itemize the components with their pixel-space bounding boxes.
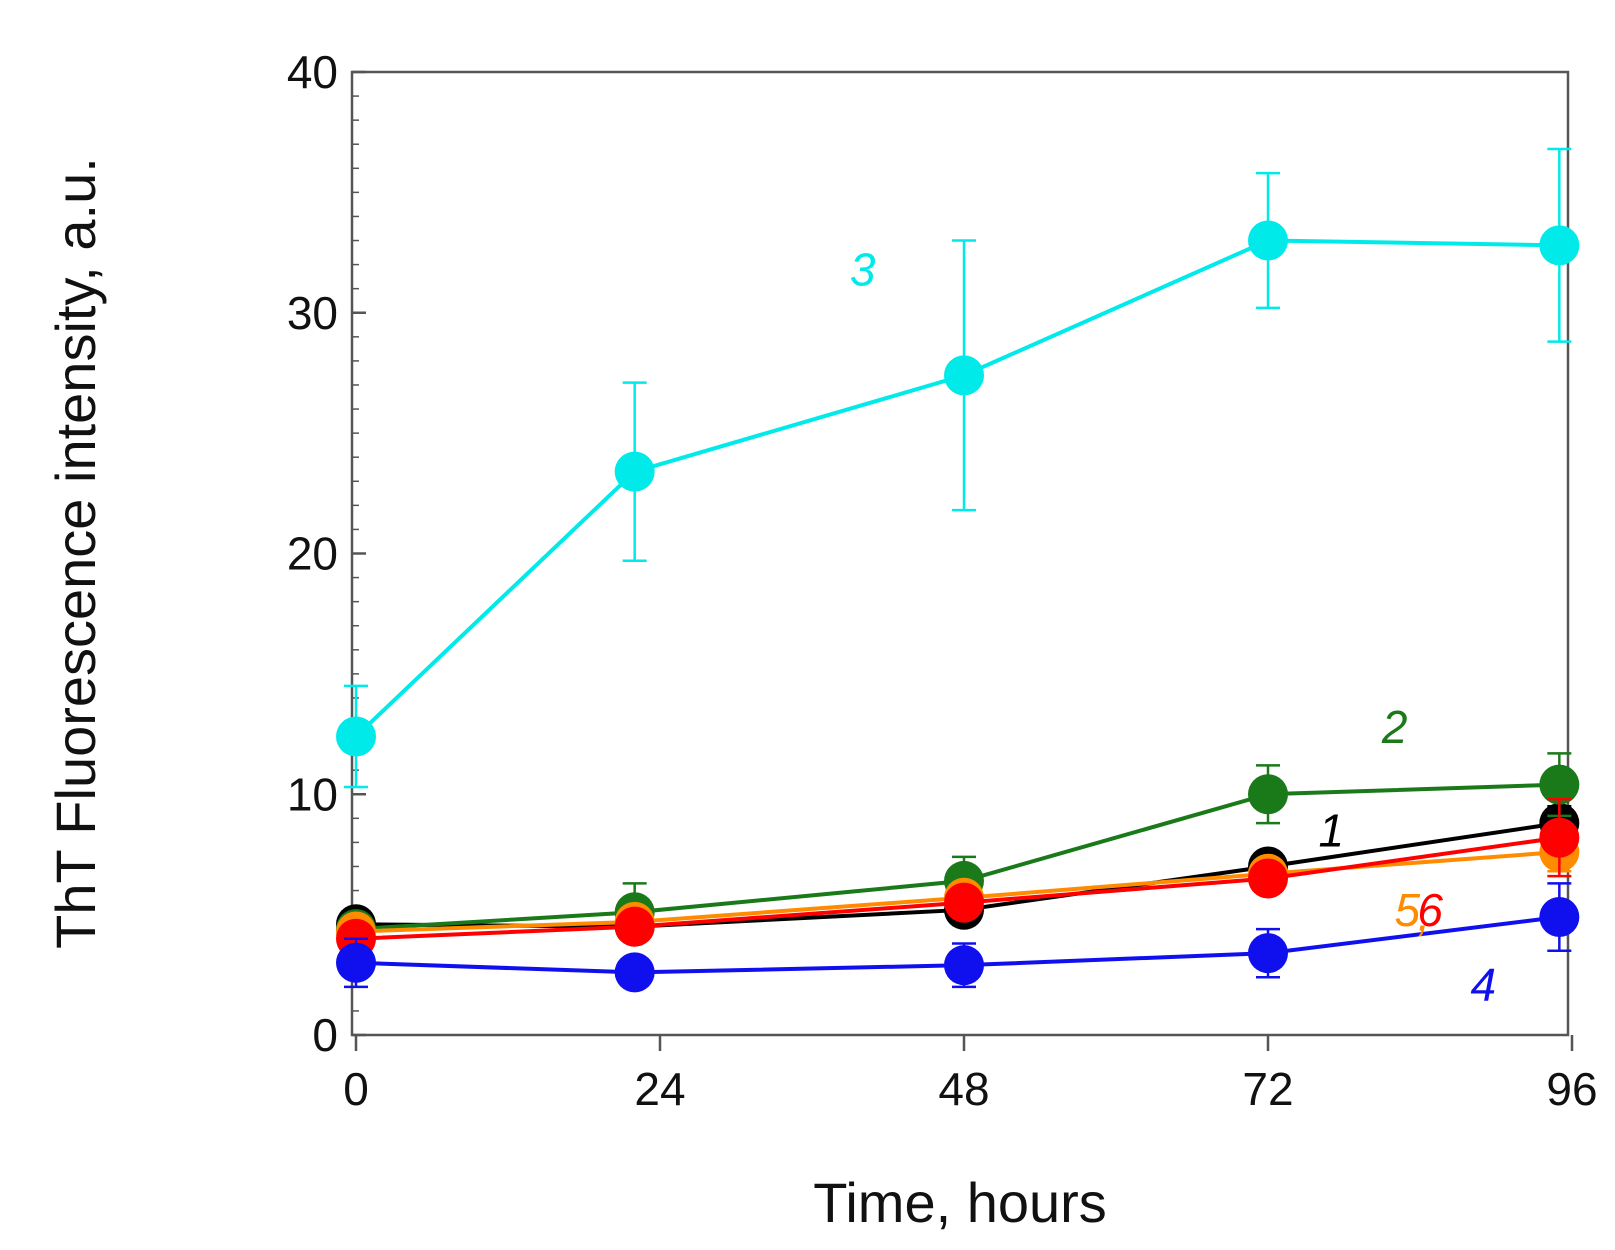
series-3-point	[1539, 225, 1580, 266]
y-axis: 0 10 20 30 40	[287, 46, 366, 1061]
series-label-5: ,	[1417, 889, 1430, 941]
x-axis-title: Time, hours	[813, 1171, 1107, 1234]
series-3-point	[944, 355, 984, 396]
x-tick-label: 96	[1546, 1063, 1597, 1115]
series-layer	[336, 147, 1580, 993]
series-label-1: 1	[1319, 804, 1345, 856]
series-labels: 3 215,64	[850, 243, 1496, 1010]
series-4-point	[1248, 933, 1288, 974]
series-4-point	[1539, 897, 1580, 938]
x-axis: 0 24 48 72 96	[343, 1035, 1598, 1115]
series-6-point	[614, 906, 655, 947]
series-3-point	[1248, 220, 1288, 261]
y-tick-label: 40	[287, 46, 338, 98]
series-6-point	[1539, 817, 1580, 858]
y-tick-label: 20	[287, 528, 338, 580]
series-3-line	[354, 238, 1560, 738]
series-6-point	[1248, 858, 1288, 899]
series-3-point	[336, 716, 376, 757]
series-2-point	[1539, 764, 1580, 805]
y-axis-title: ThT Fluorescence intensity, a.u.	[44, 157, 107, 949]
x-tick-label: 72	[1242, 1063, 1293, 1115]
series-4-point	[944, 945, 984, 986]
series-label-3: 3	[850, 243, 876, 295]
series-3	[336, 147, 1580, 789]
series-label-2: 2	[1381, 701, 1408, 753]
series-4	[336, 882, 1580, 993]
y-tick-label: 30	[287, 287, 338, 339]
series-2-point	[1248, 774, 1288, 815]
x-tick-label: 0	[343, 1063, 369, 1115]
x-tick-label: 24	[634, 1063, 685, 1115]
y-tick-label: 10	[287, 768, 338, 820]
series-4-point	[336, 942, 376, 983]
series-label-4: 4	[1471, 958, 1497, 1010]
series-label-6: 6	[1417, 884, 1443, 936]
series-label-5: 5	[1395, 884, 1421, 936]
series-6-point	[944, 882, 984, 923]
series-4-point	[614, 952, 655, 993]
x-tick-label: 48	[938, 1063, 989, 1115]
series-3-point	[614, 451, 655, 492]
y-tick-label: 0	[312, 1009, 338, 1061]
